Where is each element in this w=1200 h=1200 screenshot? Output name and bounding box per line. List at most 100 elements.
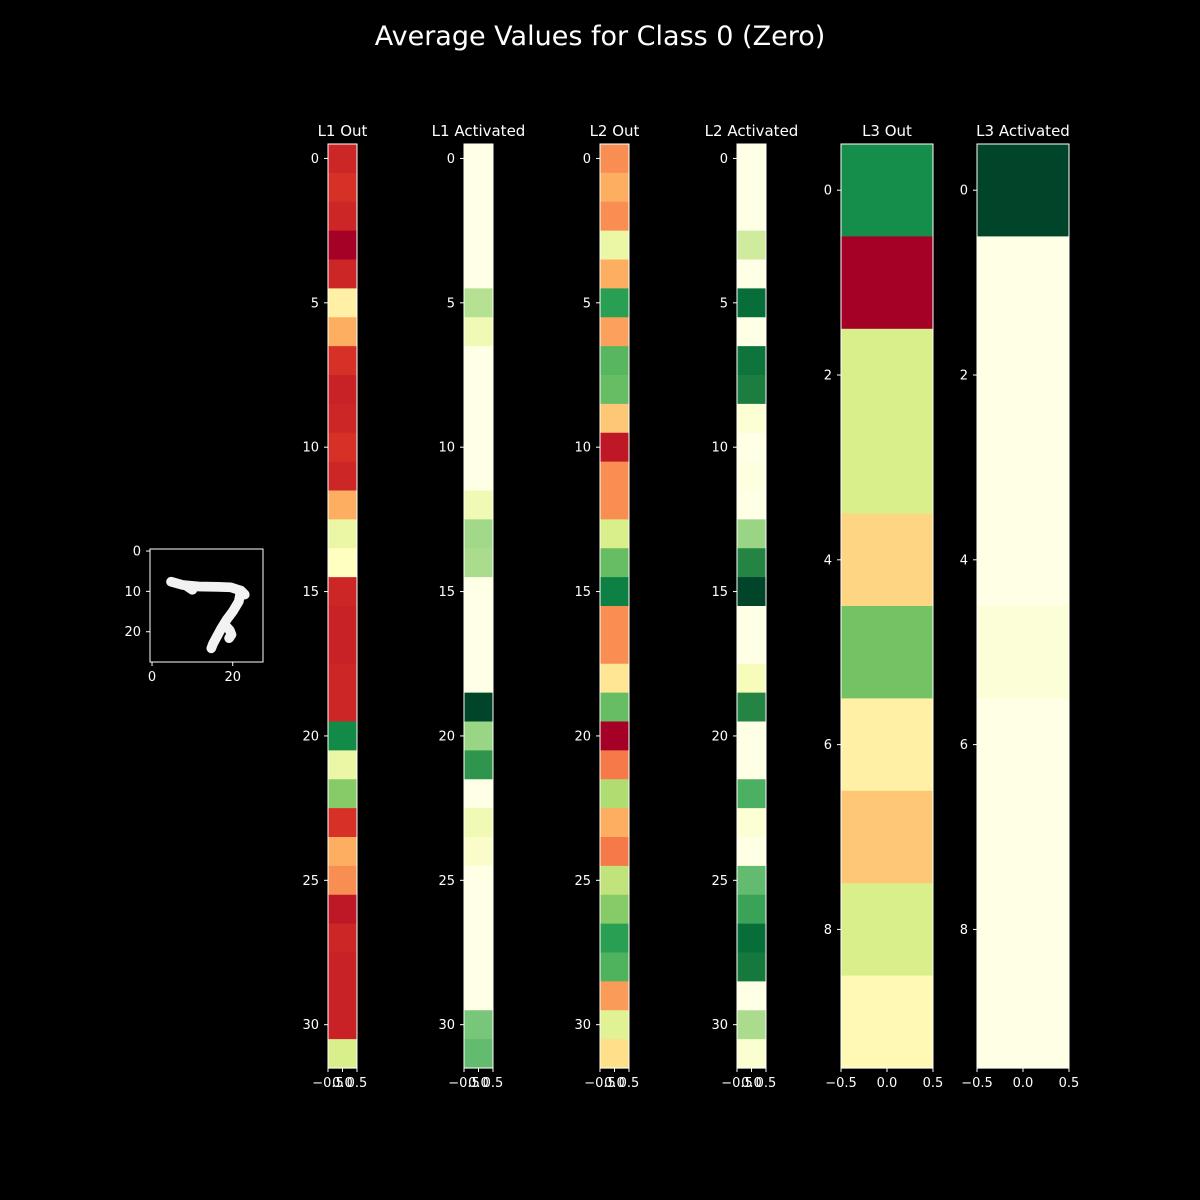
l1-out-cell-16 (328, 606, 357, 636)
digit-stroke-1 (181, 580, 198, 595)
l2-out-cell-4 (600, 259, 629, 289)
l3-activated-cell-0 (977, 144, 1069, 237)
l3-activated-cell-2 (977, 328, 1069, 422)
l1-out-ytick-label: 30 (302, 1018, 319, 1033)
l3-out-cell-7 (841, 790, 933, 884)
l3-activated-cell-4 (977, 513, 1069, 607)
l3-out-ytick-label: 0 (824, 184, 832, 199)
l2-activated-cell-29 (737, 981, 766, 1011)
l2-out-cell-24 (600, 837, 629, 867)
l2-out-xtick-label: −0.5 (584, 1076, 616, 1091)
l1-out-cell-14 (328, 548, 357, 578)
l1-activated-xtick-label: 0.0 (468, 1076, 489, 1091)
l1-activated-cell-10 (464, 432, 493, 463)
l2-activated-cell-4 (737, 259, 766, 289)
l1-out-ytick-label: 15 (302, 585, 319, 600)
l2-activated-cell-3 (737, 230, 766, 261)
l1-activated-cell-23 (464, 808, 493, 838)
l2-out-cell-25 (600, 865, 629, 896)
l1-activated-cell-25 (464, 865, 493, 896)
l2-out-cell-10 (600, 432, 629, 463)
l1-activated-cell-30 (464, 1010, 493, 1040)
l1-activated-ytick-label: 30 (438, 1018, 455, 1033)
l2-out-cell-26 (600, 894, 629, 925)
l1-activated-cell-4 (464, 259, 493, 289)
l1-out-cell-23 (328, 808, 357, 838)
l1-activated-cell-14 (464, 548, 493, 578)
l2-activated-cell-31 (737, 1039, 766, 1069)
l2-out-cell-8 (600, 375, 629, 405)
l1-out-cell-20 (328, 721, 357, 751)
l1-out-cell-1 (328, 172, 357, 203)
figure-title: Average Values for Class 0 (Zero) (375, 21, 826, 52)
l3-activated-ytick-label: 6 (960, 738, 968, 753)
l1-out-cell-31 (328, 1039, 357, 1069)
l1-activated-cell-8 (464, 375, 493, 405)
l2-out-cell-20 (600, 721, 629, 751)
l3-out-cell-4 (841, 513, 933, 607)
l1-out-cell-9 (328, 403, 357, 434)
digit-image-background (150, 549, 263, 662)
l2-activated-cell-22 (737, 779, 766, 809)
l2-activated-cell-7 (737, 346, 766, 376)
l1-out-title: L1 Out (318, 122, 368, 140)
l3-out-xtick-label: 0.5 (923, 1076, 944, 1091)
l3-activated-cell-8 (977, 883, 1069, 977)
l1-activated-cell-5 (464, 288, 493, 318)
l2-activated-title: L2 Activated (705, 122, 799, 140)
l2-out-cell-16 (600, 606, 629, 636)
l2-activated-cell-18 (737, 663, 766, 694)
l1-out-cell-15 (328, 577, 357, 607)
l2-activated-cell-16 (737, 606, 766, 636)
l2-out-cell-0 (600, 144, 629, 174)
l1-activated-ytick-label: 25 (438, 874, 455, 889)
l3-activated-cell-7 (977, 790, 1069, 884)
l2-out-cell-6 (600, 317, 629, 347)
l2-out-cell-30 (600, 1010, 629, 1040)
l1-out-cell-19 (328, 692, 357, 723)
l3-out-cell-0 (841, 144, 933, 237)
l1-activated-cell-9 (464, 403, 493, 434)
digit-xtick-label: 20 (224, 670, 241, 685)
l2-out-cell-28 (600, 952, 629, 982)
l1-activated-ytick-label: 10 (438, 441, 455, 456)
l2-activated-cell-21 (737, 750, 766, 780)
l2-out-cell-27 (600, 923, 629, 954)
l3-out-cell-3 (841, 421, 933, 515)
l1-activated-ytick-label: 5 (447, 296, 455, 311)
l1-out-cell-26 (328, 894, 357, 925)
l2-activated-ytick-label: 15 (711, 585, 728, 600)
l2-out-cell-21 (600, 750, 629, 780)
l1-activated-cell-2 (464, 201, 493, 232)
l1-out-cell-5 (328, 288, 357, 318)
l1-out-cell-3 (328, 230, 357, 261)
l3-activated-cell-6 (977, 698, 1069, 792)
l2-out-xtick-label: 0.0 (604, 1076, 625, 1091)
l1-activated-cell-18 (464, 663, 493, 694)
l2-out-cell-11 (600, 461, 629, 492)
l2-activated-cell-1 (737, 172, 766, 203)
l2-activated-cell-5 (737, 288, 766, 318)
l1-out-cell-4 (328, 259, 357, 289)
l2-out-cell-2 (600, 201, 629, 232)
l3-out-xtick-label: 0.0 (877, 1076, 898, 1091)
l2-activated-xtick-label: 0.5 (756, 1076, 777, 1091)
l2-out-cell-1 (600, 172, 629, 203)
l2-activated-ytick-label: 30 (711, 1018, 728, 1033)
l3-out-cell-8 (841, 883, 933, 977)
l3-out-ytick-label: 4 (824, 553, 832, 568)
l3-activated-cell-9 (977, 975, 1069, 1069)
l2-out-cell-12 (600, 490, 629, 520)
l1-out-cell-7 (328, 346, 357, 376)
l1-out-cell-17 (328, 634, 357, 665)
l2-activated-ytick-label: 20 (711, 729, 728, 744)
l1-out-cell-0 (328, 144, 357, 174)
l1-activated-title: L1 Activated (432, 122, 526, 140)
digit-image-frame (149, 548, 264, 663)
l3-out-ytick-label: 2 (824, 369, 832, 384)
l2-out-cell-19 (600, 692, 629, 723)
l2-activated-cell-9 (737, 403, 766, 434)
l2-activated-cell-25 (737, 865, 766, 896)
l3-activated-ytick-label: 4 (960, 553, 968, 568)
